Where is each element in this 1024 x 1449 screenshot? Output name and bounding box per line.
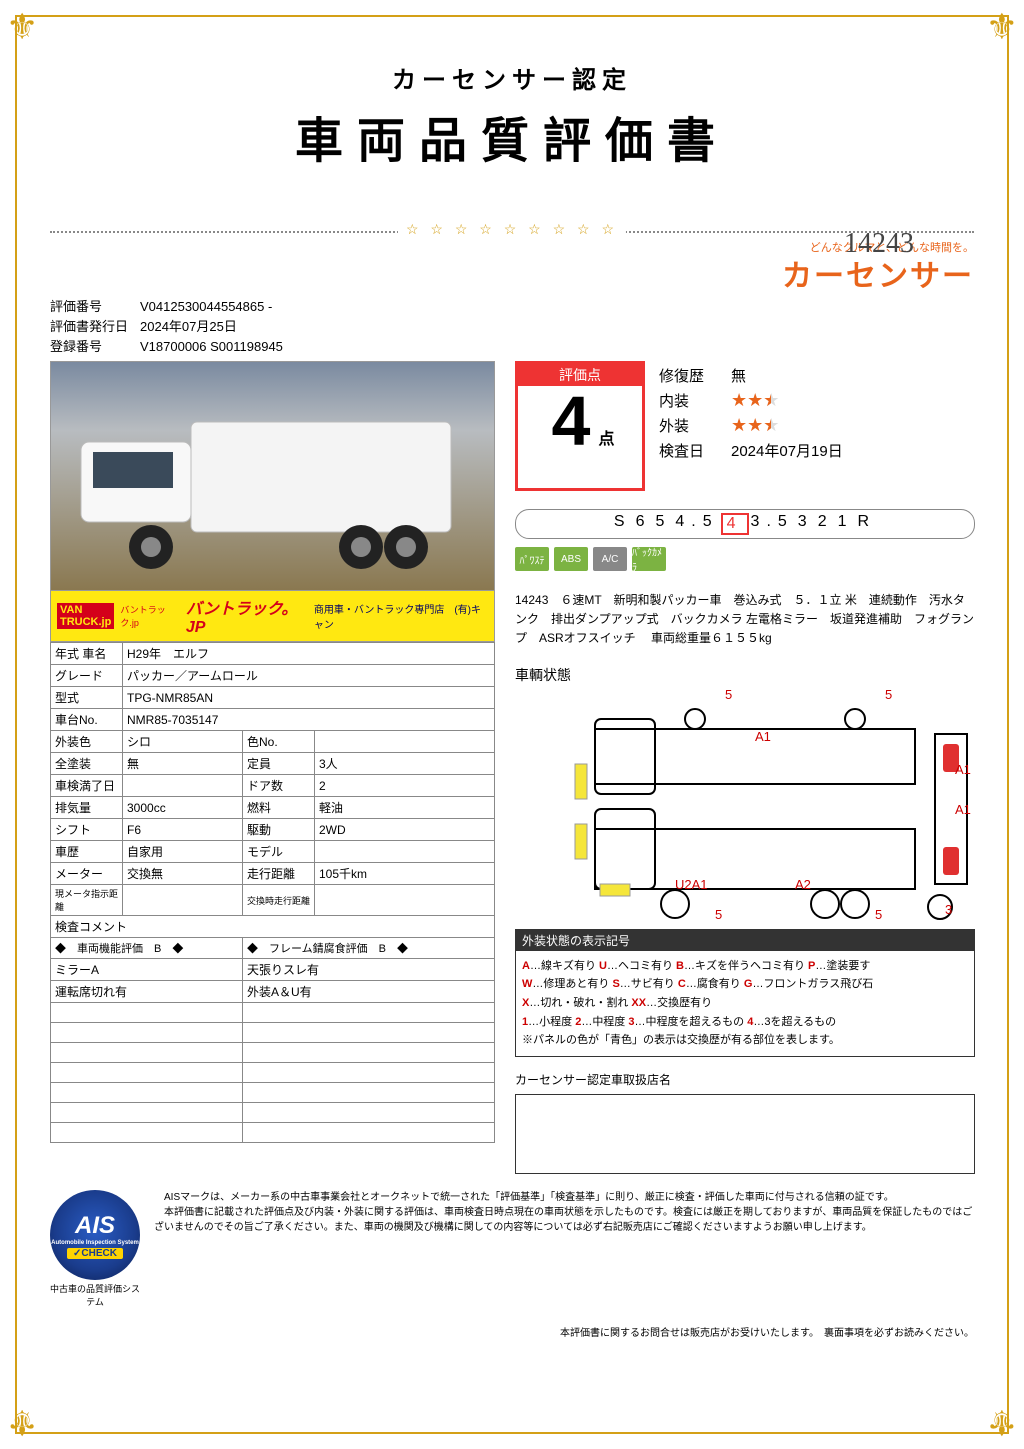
svg-text:A1: A1: [755, 729, 771, 744]
inspdate-value: 2024年07月19日: [731, 440, 843, 461]
svg-text:5: 5: [875, 907, 882, 922]
svg-text:U2A1: U2A1: [675, 877, 708, 892]
corner-ornament: ⚜: [6, 6, 54, 54]
condition-diagram: 5 5 A1 U2A1 A2 5 5 3 A1 A1: [515, 689, 975, 919]
description-text: 14243 ６速MT 新明和製パッカー車 巻込み式 ５．１立 米 連続動作 汚水…: [515, 591, 975, 649]
corner-ornament: ⚜: [970, 1395, 1018, 1443]
feature-icons: ﾊﾟﾜｽﾃABSA/Cﾊﾞｯｸｶﾒﾗ: [515, 547, 975, 571]
legend-box: 外装状態の表示記号 A…線キズ有り U…ヘコミ有り B…キズを伴うヘコミ有り P…: [515, 929, 975, 1057]
exterior-label: 外装: [659, 415, 719, 436]
svg-text:5: 5: [715, 907, 722, 922]
reg-no: V18700006 S001198945: [140, 339, 283, 354]
score-scale: S654.543.5321R: [515, 509, 975, 539]
issue-date-label: 評価書発行日: [50, 316, 140, 335]
interior-label: 内装: [659, 390, 719, 411]
svg-text:3: 3: [945, 902, 952, 917]
dealer-box: [515, 1094, 975, 1174]
diagram-title: 車輌状態: [515, 665, 975, 685]
corner-ornament: ⚜: [6, 1395, 54, 1443]
svg-text:A1: A1: [955, 762, 971, 777]
svg-text:5: 5: [885, 689, 892, 702]
doc-title: 車両品質評価書: [50, 101, 974, 171]
svg-text:A1: A1: [955, 802, 971, 817]
ornament-stars: ☆ ☆ ☆ ☆ ☆ ☆ ☆ ☆ ☆: [398, 221, 626, 238]
ais-text: AISマークは、メーカー系の中古車事業会社とオークネットで統一された「評価基準」…: [154, 1190, 974, 1235]
interior-stars: ★★★★: [731, 390, 779, 411]
svg-text:A2: A2: [795, 877, 811, 892]
dealer-label: カーセンサー認定車取扱店名: [515, 1071, 975, 1088]
footnote: 本評価書に関するお問合せは販売店がお受けいたします。 裏面事項を必ずお読みくださ…: [50, 1324, 974, 1339]
ais-caption: 中古車の品質評価システム: [50, 1282, 140, 1308]
exterior-stars: ★★★★: [731, 415, 779, 436]
ais-mark: AIS Automobile Inspection System ✓CHECK: [50, 1190, 140, 1280]
spec-table: 年式 車名H29年 エルフ グレードパッカー／アームロール 型式TPG-NMR8…: [50, 642, 495, 1143]
dealer-banner: VANTRUCK.jp バントラック.jp バントラック。JP 商用車・バントラ…: [50, 591, 495, 642]
doc-subtitle: カーセンサー認定: [50, 60, 974, 95]
inspdate-label: 検査日: [659, 440, 719, 461]
repair-value: 無: [731, 365, 746, 386]
repair-label: 修復歴: [659, 365, 719, 386]
vehicle-photo: [50, 361, 495, 591]
issue-date: 2024年07月25日: [140, 319, 237, 334]
svg-text:5: 5: [725, 689, 732, 702]
corner-ornament: ⚜: [970, 6, 1018, 54]
reg-no-label: 登録番号: [50, 336, 140, 355]
brand-logo: カーセンサー: [50, 251, 974, 295]
eval-no: V0412530044554865 -: [140, 299, 272, 314]
eval-no-label: 評価番号: [50, 296, 140, 315]
score-box: 評価点 4点: [515, 361, 645, 491]
